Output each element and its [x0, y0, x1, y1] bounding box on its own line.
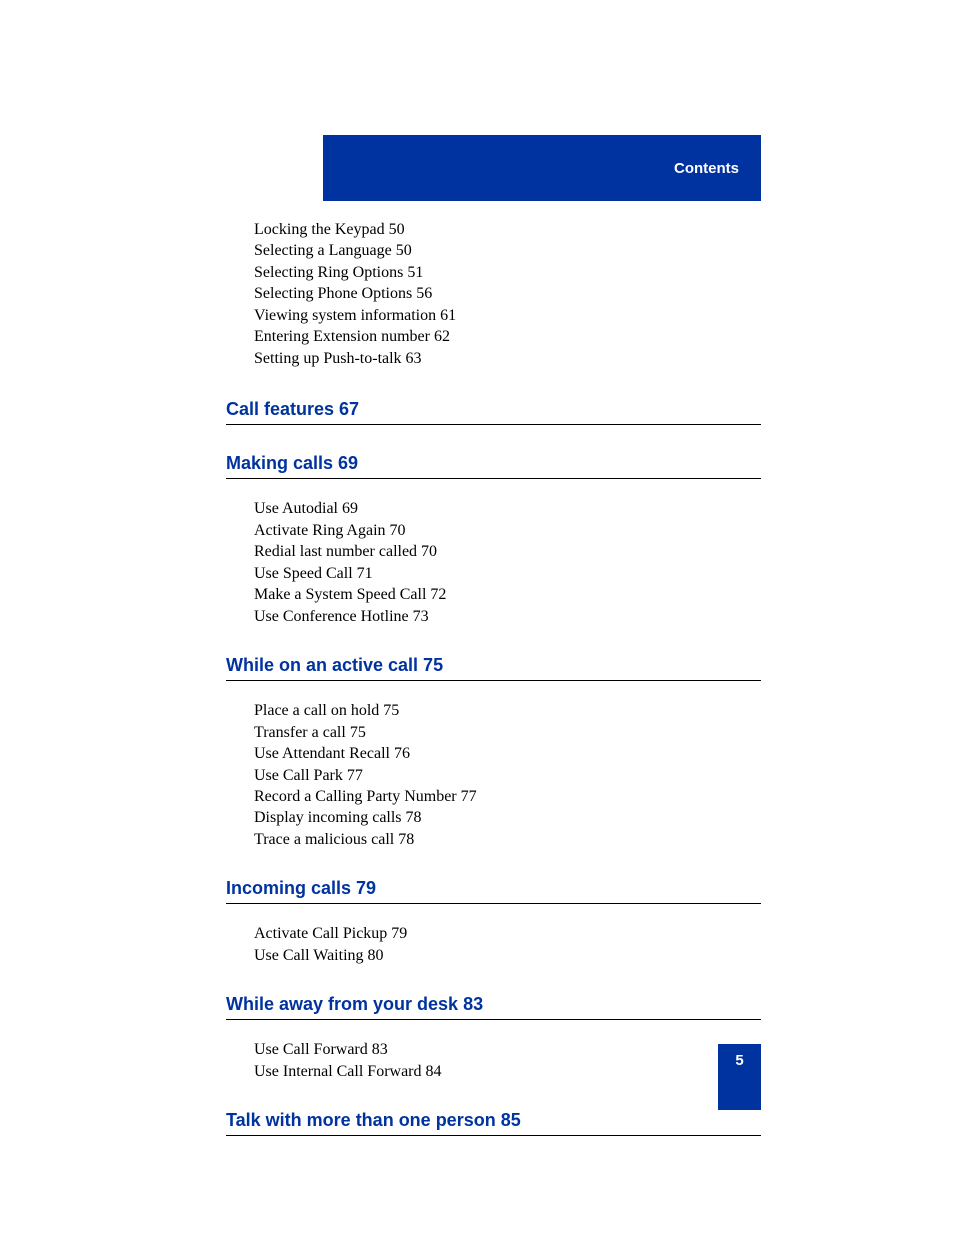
toc-entry[interactable]: Entering Extension number 62	[254, 327, 761, 347]
active-call-items: Place a call on hold 75 Transfer a call …	[254, 701, 761, 850]
toc-entry[interactable]: Use Call Waiting 80	[254, 946, 761, 966]
toc-entry[interactable]: Use Conference Hotline 73	[254, 607, 761, 627]
header-bar: Contents	[323, 135, 761, 201]
toc-entry[interactable]: Selecting Ring Options 51	[254, 263, 761, 283]
toc-content: Locking the Keypad 50 Selecting a Langua…	[226, 220, 761, 1136]
section-heading-away-from-desk[interactable]: While away from your desk 83	[226, 994, 761, 1020]
making-calls-items: Use Autodial 69 Activate Ring Again 70 R…	[254, 499, 761, 627]
toc-entry[interactable]: Record a Calling Party Number 77	[254, 787, 761, 807]
toc-entry[interactable]: Transfer a call 75	[254, 723, 761, 743]
toc-entry[interactable]: Place a call on hold 75	[254, 701, 761, 721]
section-heading-making-calls[interactable]: Making calls 69	[226, 453, 761, 479]
toc-entry[interactable]: Use Attendant Recall 76	[254, 744, 761, 764]
toc-entry[interactable]: Activate Ring Again 70	[254, 521, 761, 541]
toc-entry[interactable]: Display incoming calls 78	[254, 808, 761, 828]
toc-entry[interactable]: Selecting Phone Options 56	[254, 284, 761, 304]
toc-entry[interactable]: Activate Call Pickup 79	[254, 924, 761, 944]
page-number: 5	[735, 1052, 743, 1069]
toc-entry[interactable]: Redial last number called 70	[254, 542, 761, 562]
toc-entry[interactable]: Setting up Push-to-talk 63	[254, 349, 761, 369]
toc-entry[interactable]: Trace a malicious call 78	[254, 830, 761, 850]
toc-entry[interactable]: Use Autodial 69	[254, 499, 761, 519]
footer-bar: 5	[718, 1044, 761, 1110]
toc-entry[interactable]: Locking the Keypad 50	[254, 220, 761, 240]
toc-entry[interactable]: Use Call Park 77	[254, 766, 761, 786]
incoming-calls-items: Activate Call Pickup 79 Use Call Waiting…	[254, 924, 761, 966]
toc-entry[interactable]: Viewing system information 61	[254, 306, 761, 326]
toc-entry[interactable]: Use Speed Call 71	[254, 564, 761, 584]
toc-entry[interactable]: Selecting a Language 50	[254, 241, 761, 261]
pre-section-items: Locking the Keypad 50 Selecting a Langua…	[254, 220, 761, 369]
header-label: Contents	[674, 160, 739, 177]
toc-entry[interactable]: Use Internal Call Forward 84	[254, 1062, 761, 1082]
section-heading-incoming-calls[interactable]: Incoming calls 79	[226, 878, 761, 904]
section-heading-call-features[interactable]: Call features 67	[226, 399, 761, 425]
section-heading-talk-multiple[interactable]: Talk with more than one person 85	[226, 1110, 761, 1136]
toc-entry[interactable]: Use Call Forward 83	[254, 1040, 761, 1060]
section-heading-active-call[interactable]: While on an active call 75	[226, 655, 761, 681]
toc-entry[interactable]: Make a System Speed Call 72	[254, 585, 761, 605]
away-from-desk-items: Use Call Forward 83 Use Internal Call Fo…	[254, 1040, 761, 1082]
